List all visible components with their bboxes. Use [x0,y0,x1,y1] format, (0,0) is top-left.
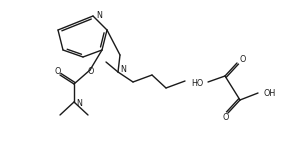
Text: OH: OH [264,89,276,98]
Text: N: N [76,98,82,108]
Text: O: O [55,67,61,76]
Text: N: N [120,65,126,73]
Text: O: O [223,113,229,122]
Text: O: O [88,68,94,76]
Text: O: O [239,56,245,65]
Text: HO: HO [191,78,203,87]
Text: N: N [96,11,102,19]
